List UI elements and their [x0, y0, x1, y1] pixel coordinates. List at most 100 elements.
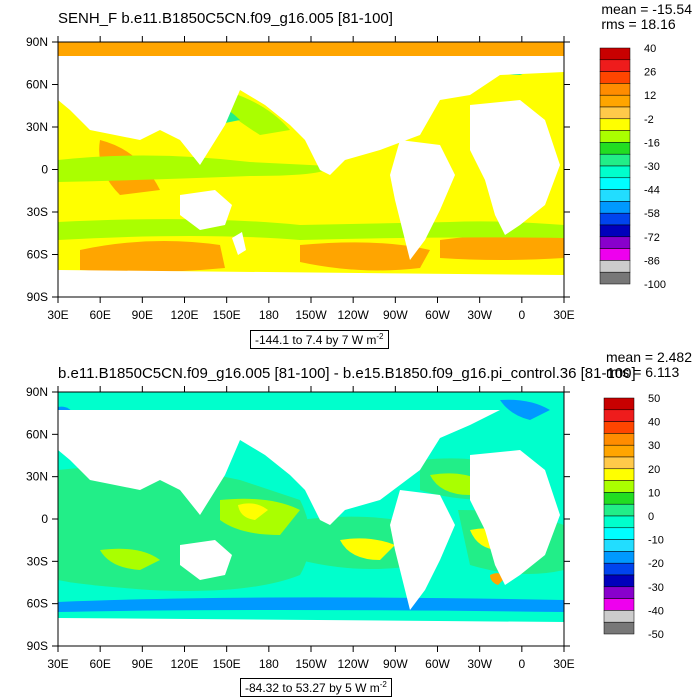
x-tick-label: 30E	[47, 657, 68, 671]
stats-box: mean = -15.54 rms = 18.16	[601, 2, 692, 32]
plot-title: SENH_F b.e11.B1850C5CN.f09_g16.005 [81-1…	[58, 10, 393, 27]
land-mask	[58, 56, 564, 297]
y-tick-label: 0	[41, 163, 48, 177]
x-tick-label: 30W	[467, 308, 492, 322]
colorbar-label: 40	[644, 43, 656, 55]
y-tick-label: 60S	[27, 248, 48, 262]
x-tick-label: 30W	[467, 657, 492, 671]
axes: 30E 60E 90E 120E 150E 180 150W 120W 90W 60W 30W 0 30…	[26, 35, 575, 322]
colorbar-swatch	[603, 421, 635, 434]
colorbar-label: -40	[648, 605, 664, 617]
x-tick-label: 60E	[89, 308, 110, 322]
colorbar-swatch	[603, 562, 635, 576]
x-tick-label: 120W	[337, 308, 369, 322]
colorbar-swatch	[603, 586, 635, 599]
y-tick-label: 60S	[27, 597, 48, 611]
colorbar-swatch	[599, 260, 631, 273]
colorbar-label: 40	[648, 417, 660, 429]
colorbar-swatch	[603, 503, 635, 517]
rms-label: rms = 18.16	[601, 16, 676, 32]
x-tick-label: 30E	[553, 657, 574, 671]
x-tick-label: 90E	[132, 657, 153, 671]
map-plot: 30E 60E 90E 120E 150E 180 150W 120W 90W 60W 30W 0 30…	[26, 35, 666, 322]
colorbar-swatch	[599, 59, 631, 72]
x-tick-label: 120E	[170, 308, 198, 322]
x-tick-label: 30E	[47, 308, 68, 322]
y-tick-label: 30S	[27, 205, 48, 219]
map-plot: 30E 60E 90E 120E 150E 180 150W 120W 90W 60W 30W 0 30…	[26, 385, 664, 671]
x-tick-label: 180	[259, 308, 279, 322]
x-tick-label: 150W	[295, 657, 327, 671]
contour-range-label: -84.32 to 53.27 by 5 W m-2	[240, 678, 392, 697]
y-tick-label: 90N	[26, 385, 48, 399]
bottom-panel: b.e11.B1850C5CN.f09_g16.005 [81-100] - b…	[0, 350, 700, 700]
colorbar-swatch	[603, 480, 635, 493]
colorbar-label: 20	[648, 464, 660, 476]
colorbar-swatch	[599, 236, 631, 249]
colorbar-swatch	[599, 118, 631, 131]
colorbar: 40 26 12 -2 -16 -30 -44 -58 -72 -86 -100	[599, 43, 666, 291]
mean-label: mean = 2.482	[605, 349, 692, 365]
mean-label: mean = -15.54	[601, 1, 692, 17]
colorbar-swatch	[603, 621, 635, 635]
colorbar: 50 40 30 20 10 0 -10 -20 -30 -40 -50	[603, 393, 664, 641]
colorbar-label: -16	[644, 137, 660, 149]
x-tick-label: 60W	[425, 657, 450, 671]
colorbar-label: -58	[644, 208, 660, 220]
colorbar-swatch	[603, 409, 635, 422]
colorbar-swatch	[603, 574, 635, 588]
colorbar-label: -30	[648, 582, 664, 594]
x-tick-label: 150E	[213, 308, 241, 322]
x-tick-label: 90W	[383, 308, 408, 322]
colorbar-swatch	[603, 610, 635, 623]
colorbar-swatch	[599, 165, 631, 179]
colorbar-swatch	[603, 539, 635, 552]
colorbar-swatch	[599, 83, 631, 96]
colorbar-label: -10	[648, 535, 664, 547]
colorbar-label: -2	[644, 114, 654, 126]
colorbar-label: -100	[644, 279, 666, 291]
colorbar-swatch	[599, 47, 631, 61]
stats-box: mean = 2.482 rms = 6.113	[606, 350, 692, 380]
colorbar-swatch	[603, 456, 635, 470]
x-tick-label: 90W	[383, 657, 408, 671]
colorbar-swatch	[603, 433, 635, 446]
colorbar-swatch	[599, 153, 631, 167]
colorbar-swatch	[599, 142, 631, 155]
x-tick-label: 90E	[132, 308, 153, 322]
y-tick-label: 30N	[26, 120, 48, 134]
colorbar-swatch	[599, 106, 631, 120]
x-tick-label: 30E	[553, 308, 574, 322]
y-tick-label: 0	[41, 512, 48, 526]
x-tick-label: 0	[518, 308, 525, 322]
colorbar-swatch	[603, 515, 635, 529]
colorbar-label: -50	[648, 629, 664, 641]
colorbar-swatch	[603, 527, 635, 540]
colorbar-label: 30	[648, 440, 660, 452]
colorbar-label: 50	[648, 393, 660, 405]
top-panel: SENH_F b.e11.B1850C5CN.f09_g16.005 [81-1…	[26, 2, 692, 349]
x-tick-label: 150E	[213, 657, 241, 671]
colorbar-swatch	[599, 177, 631, 190]
colorbar-swatch	[599, 271, 631, 285]
y-tick-label: 90N	[26, 35, 48, 49]
colorbar-label: 10	[648, 487, 660, 499]
colorbar-swatch	[599, 224, 631, 238]
colorbar-swatch	[603, 444, 635, 458]
land-mask	[58, 410, 564, 646]
colorbar-swatch	[599, 248, 631, 261]
x-tick-label: 60E	[89, 657, 110, 671]
colorbar-label: -44	[644, 185, 660, 197]
rms-label: rms = 6.113	[605, 364, 680, 380]
x-tick-label: 180	[259, 657, 279, 671]
y-tick-label: 90S	[27, 290, 48, 304]
colorbar-swatch	[599, 71, 631, 84]
axes: 30E 60E 90E 120E 150E 180 150W 120W 90W 60W 30W 0 30…	[26, 385, 575, 671]
colorbar-label: 26	[644, 67, 656, 79]
colorbar-swatch	[603, 551, 635, 564]
colorbar-swatch	[603, 468, 635, 481]
colorbar-label: -86	[644, 255, 660, 267]
y-tick-label: 60N	[26, 78, 48, 92]
x-tick-label: 150W	[295, 308, 327, 322]
plot-title: b.e11.B1850C5CN.f09_g16.005 [81-100] - b…	[58, 365, 636, 382]
